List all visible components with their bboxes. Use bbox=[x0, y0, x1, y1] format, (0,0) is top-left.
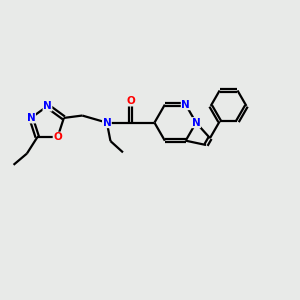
Text: N: N bbox=[103, 118, 111, 128]
Text: N: N bbox=[27, 113, 35, 123]
Text: N: N bbox=[181, 100, 190, 110]
Text: O: O bbox=[53, 132, 62, 142]
Text: O: O bbox=[126, 96, 135, 106]
Text: N: N bbox=[43, 101, 52, 111]
Text: N: N bbox=[192, 118, 200, 128]
